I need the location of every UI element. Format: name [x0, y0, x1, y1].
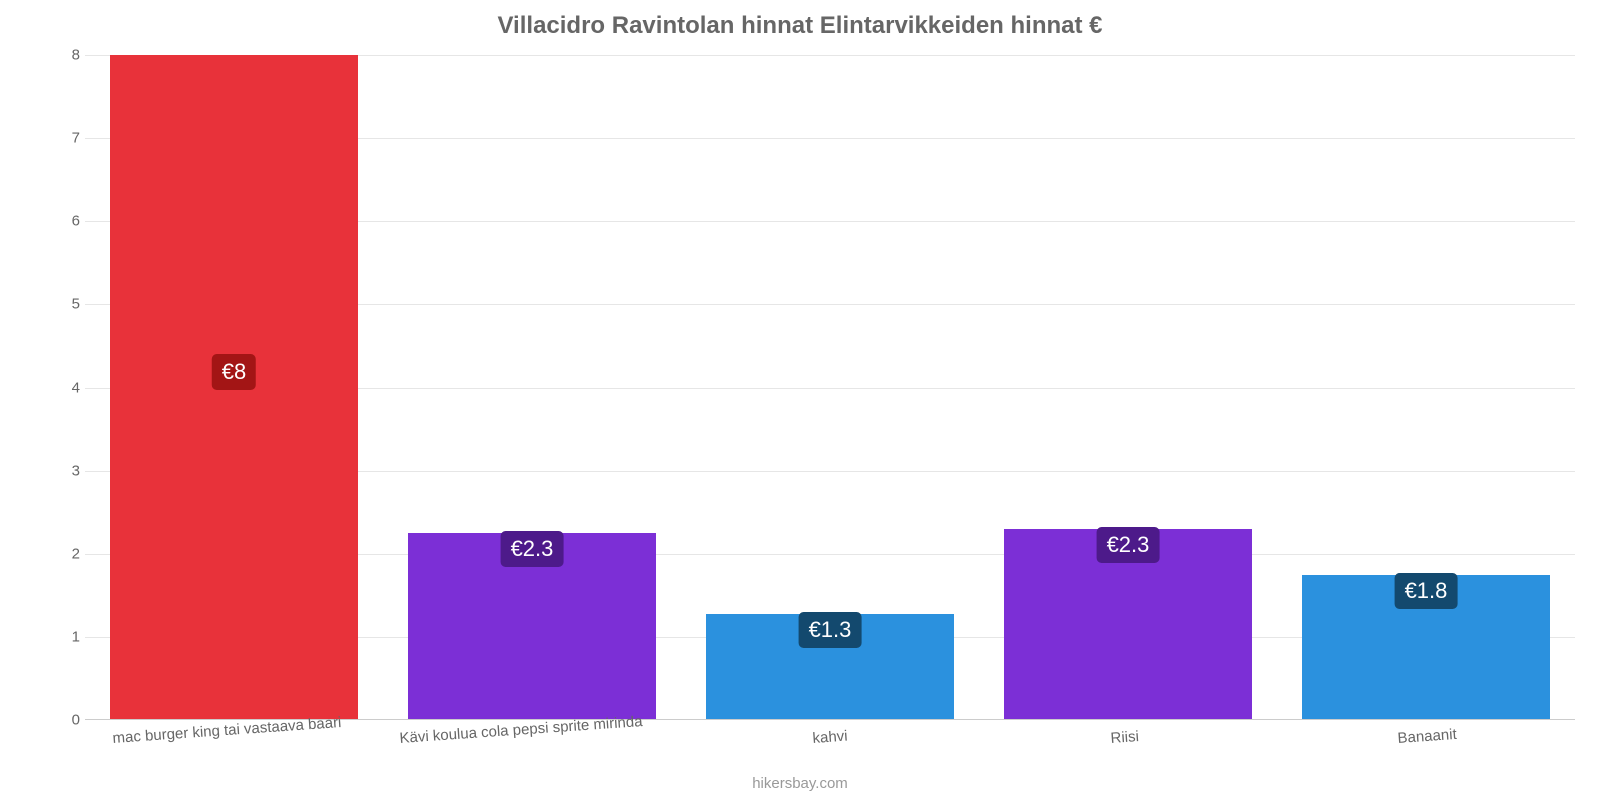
chart-title: Villacidro Ravintolan hinnat Elintarvikk…: [0, 0, 1600, 40]
x-axis-label: Banaanit: [1397, 726, 1457, 747]
y-tick: 2: [45, 545, 80, 562]
bar-value-badge: €2.3: [1097, 527, 1160, 563]
y-tick: 8: [45, 47, 80, 64]
y-tick: 4: [45, 379, 80, 396]
bar-value-badge: €8: [212, 354, 256, 390]
bar: €2.3: [408, 533, 655, 720]
bar: €1.3: [706, 614, 953, 720]
plot-area: 012345678 €8€2.3€1.3€2.3€1.8: [85, 55, 1575, 720]
bar: €2.3: [1004, 529, 1251, 720]
x-axis-label: kahvi: [812, 728, 848, 747]
chart-credit: hikersbay.com: [0, 775, 1600, 792]
y-tick: 7: [45, 130, 80, 147]
y-tick: 3: [45, 462, 80, 479]
bar: €1.8: [1302, 575, 1549, 720]
y-tick: 5: [45, 296, 80, 313]
bars-layer: €8 €2.3 €1.3 €2.3 €1.8: [85, 55, 1575, 720]
bar: €8: [110, 55, 357, 720]
y-tick: 1: [45, 628, 80, 645]
x-axis-label: Riisi: [1110, 728, 1139, 747]
bar-value-badge: €1.8: [1395, 573, 1458, 609]
bar-value-badge: €1.3: [799, 612, 862, 648]
y-tick: 0: [45, 712, 80, 729]
bar-value-badge: €2.3: [501, 531, 564, 567]
y-tick: 6: [45, 213, 80, 230]
